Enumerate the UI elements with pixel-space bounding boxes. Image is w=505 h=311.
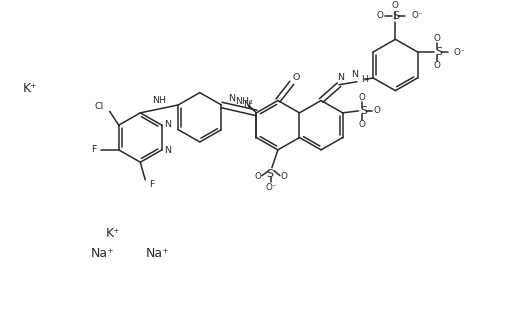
Text: O: O	[391, 1, 398, 10]
Text: S: S	[434, 47, 441, 57]
Text: N: N	[164, 146, 171, 156]
Text: O: O	[432, 62, 439, 71]
Text: O: O	[280, 172, 287, 181]
Text: N: N	[351, 70, 358, 79]
Text: O: O	[372, 106, 379, 115]
Text: N: N	[164, 120, 171, 129]
Text: O: O	[254, 172, 261, 181]
Text: O: O	[291, 73, 299, 82]
Text: F: F	[91, 145, 96, 154]
Text: H: H	[361, 75, 368, 84]
Text: O: O	[376, 11, 383, 20]
Text: NH: NH	[152, 95, 166, 104]
Text: K⁺: K⁺	[23, 82, 37, 95]
Text: N: N	[242, 101, 249, 110]
Text: Cl: Cl	[94, 102, 103, 111]
Text: O⁻: O⁻	[453, 48, 464, 57]
Text: NH₂: NH₂	[235, 96, 253, 105]
Text: Na⁺: Na⁺	[145, 247, 169, 260]
Text: N: N	[337, 73, 344, 82]
Text: S: S	[391, 11, 398, 21]
Text: O: O	[358, 93, 364, 102]
Text: S: S	[360, 106, 366, 116]
Text: N: N	[227, 94, 234, 103]
Text: Na⁺: Na⁺	[90, 247, 114, 260]
Text: O: O	[432, 34, 439, 43]
Text: F: F	[149, 180, 155, 189]
Text: O⁻: O⁻	[411, 11, 422, 20]
Text: O⁻: O⁻	[265, 183, 276, 192]
Text: K⁺: K⁺	[105, 227, 120, 240]
Text: O: O	[358, 120, 364, 129]
Text: S: S	[266, 169, 273, 179]
